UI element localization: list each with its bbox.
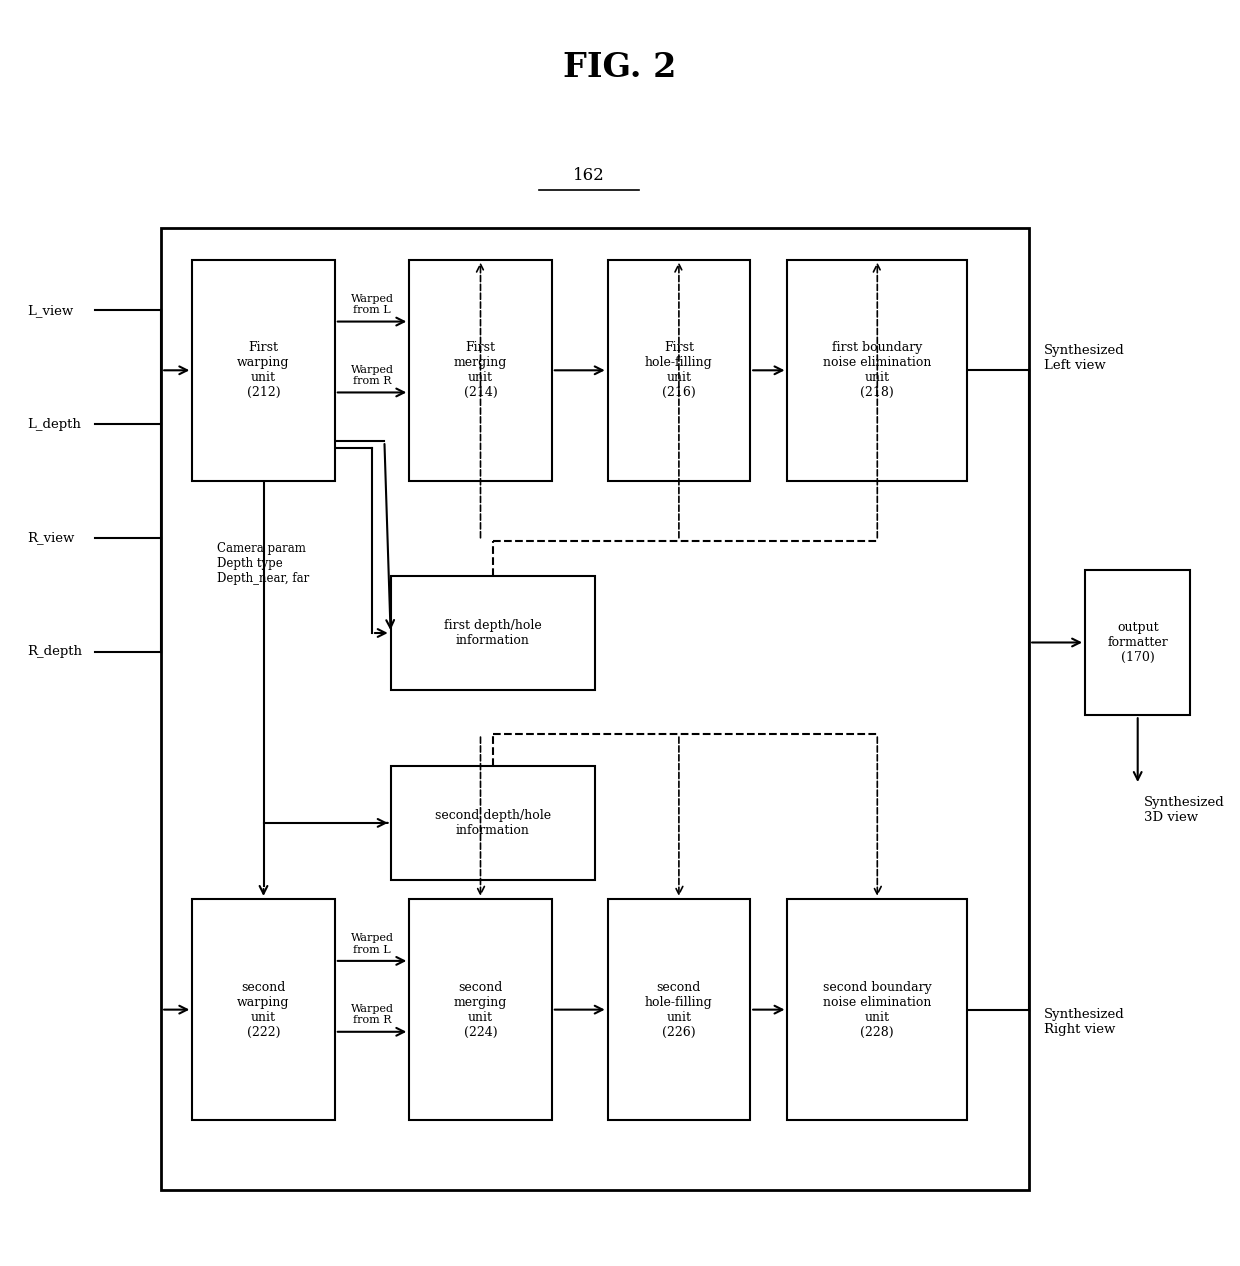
FancyBboxPatch shape	[192, 260, 335, 481]
Text: FIG. 2: FIG. 2	[563, 51, 677, 84]
Text: L_view: L_view	[27, 304, 73, 316]
Text: First
warping
unit
(212): First warping unit (212)	[237, 342, 290, 399]
Text: output
formatter
(170): output formatter (170)	[1107, 622, 1168, 663]
Text: Warped
from R: Warped from R	[351, 365, 393, 386]
FancyBboxPatch shape	[409, 899, 552, 1120]
Text: Synthesized
Right view: Synthesized Right view	[1044, 1008, 1125, 1037]
FancyBboxPatch shape	[608, 260, 750, 481]
Text: Warped
from R: Warped from R	[351, 1004, 393, 1025]
Text: Camera param
Depth type
Depth_near, far: Camera param Depth type Depth_near, far	[217, 542, 309, 585]
Text: Warped
from L: Warped from L	[351, 294, 393, 315]
Text: R_view: R_view	[27, 532, 74, 544]
Text: Synthesized
3D view: Synthesized 3D view	[1145, 796, 1225, 824]
Text: second
warping
unit
(222): second warping unit (222)	[237, 981, 290, 1038]
Text: First
merging
unit
(214): First merging unit (214)	[454, 342, 507, 399]
Text: second
hole-filling
unit
(226): second hole-filling unit (226)	[645, 981, 713, 1038]
Text: second boundary
noise elimination
unit
(228): second boundary noise elimination unit (…	[823, 981, 931, 1038]
Text: Warped
from L: Warped from L	[351, 933, 393, 955]
FancyBboxPatch shape	[409, 260, 552, 481]
FancyBboxPatch shape	[608, 899, 750, 1120]
Text: R_depth: R_depth	[27, 646, 82, 658]
Text: second depth/hole
information: second depth/hole information	[435, 809, 551, 837]
FancyBboxPatch shape	[192, 899, 335, 1120]
FancyBboxPatch shape	[1085, 570, 1190, 715]
Text: L_depth: L_depth	[27, 418, 81, 430]
FancyBboxPatch shape	[391, 766, 595, 880]
Text: Synthesized
Left view: Synthesized Left view	[1044, 343, 1125, 372]
Text: First
hole-filling
unit
(216): First hole-filling unit (216)	[645, 342, 713, 399]
Text: first boundary
noise elimination
unit
(218): first boundary noise elimination unit (2…	[823, 342, 931, 399]
Text: first depth/hole
information: first depth/hole information	[444, 619, 542, 647]
FancyBboxPatch shape	[787, 899, 967, 1120]
FancyBboxPatch shape	[787, 260, 967, 481]
Text: 162: 162	[573, 167, 605, 184]
Text: second
merging
unit
(224): second merging unit (224)	[454, 981, 507, 1038]
FancyBboxPatch shape	[161, 228, 1029, 1190]
FancyBboxPatch shape	[391, 576, 595, 690]
